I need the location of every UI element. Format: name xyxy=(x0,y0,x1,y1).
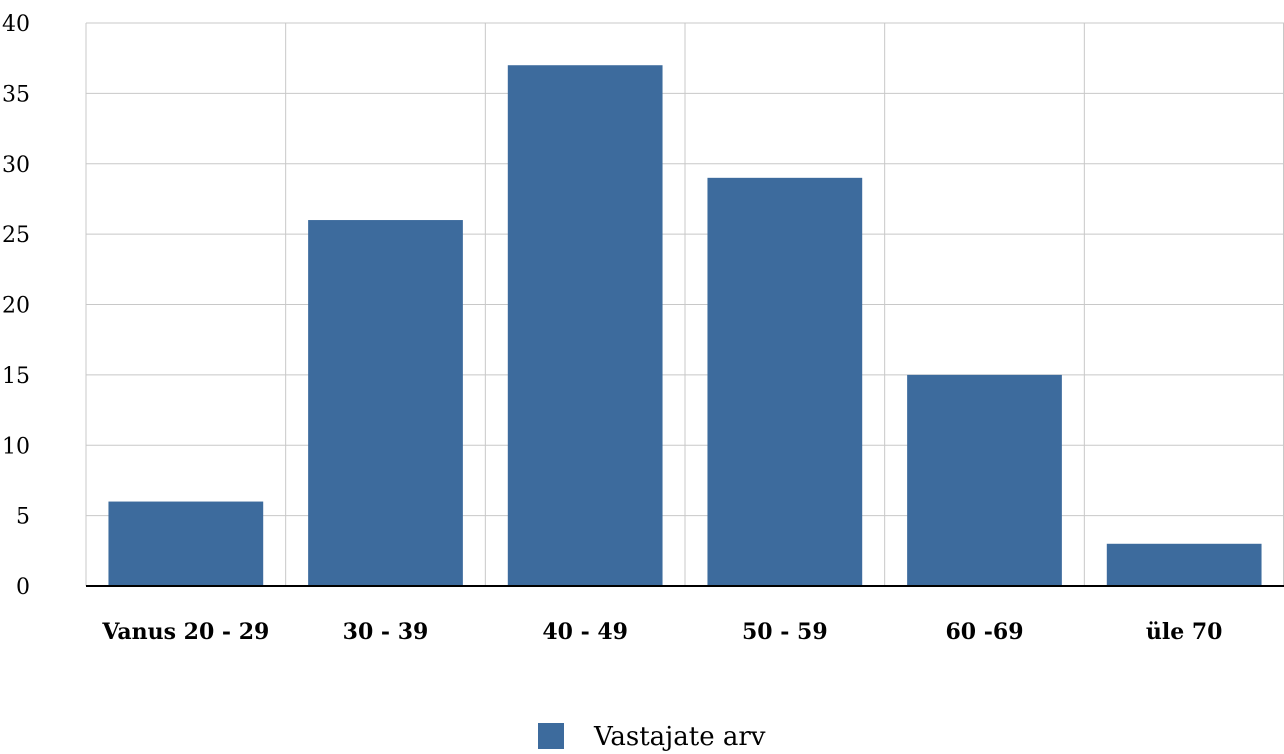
y-tick-label-10: 10 xyxy=(2,434,30,459)
x-category-label-3: 50 - 59 xyxy=(742,619,828,645)
bar-3 xyxy=(707,177,863,586)
y-tick-label-30: 30 xyxy=(2,153,30,178)
bar-4 xyxy=(907,374,1062,586)
y-tick-label-0: 0 xyxy=(16,575,30,600)
y-tick-label-15: 15 xyxy=(2,364,30,389)
legend-label: Vastajate arv xyxy=(593,722,766,752)
x-category-label-1: 30 - 39 xyxy=(343,619,429,645)
y-tick-label-5: 5 xyxy=(16,505,30,530)
bars xyxy=(108,65,1262,587)
y-tick-label-25: 25 xyxy=(2,223,30,248)
x-category-label-2: 40 - 49 xyxy=(542,619,628,645)
y-axis-ticks: 0 5 10 15 20 25 30 35 40 xyxy=(2,12,30,600)
legend-swatch xyxy=(538,723,564,749)
x-category-label-5: üle 70 xyxy=(1146,619,1223,645)
bar-2 xyxy=(507,65,663,587)
y-tick-label-20: 20 xyxy=(2,294,30,319)
y-tick-label-40: 40 xyxy=(2,12,30,37)
bar-0 xyxy=(108,501,264,586)
x-category-label-4: 60 -69 xyxy=(945,619,1023,645)
x-category-label-0: Vanus 20 - 29 xyxy=(101,619,269,645)
bar-5 xyxy=(1106,543,1262,586)
bar-1 xyxy=(308,220,463,587)
x-axis-categories: Vanus 20 - 29 30 - 39 40 - 49 50 - 59 60 -69… xyxy=(101,619,1222,645)
grid xyxy=(85,22,1284,586)
y-tick-label-35: 35 xyxy=(2,82,30,107)
legend: Vastajate arv xyxy=(538,722,766,752)
